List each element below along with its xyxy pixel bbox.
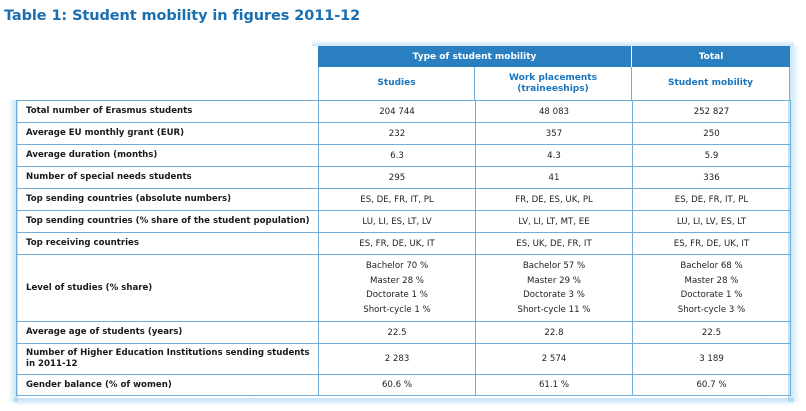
subheader-work-placements: Work placements (traineeships): [475, 67, 632, 100]
cell-studies: 6.3: [318, 144, 476, 167]
cell-studies-levels: Bachelor 70 % Master 28 % Doctorate 1 % …: [318, 254, 476, 322]
header-type-label: Type of student mobility: [412, 51, 537, 62]
subheader-work-line1: Work placements: [509, 72, 597, 83]
level-master: Master 28 %: [684, 275, 739, 286]
header-type-of-mobility: Type of student mobility: [318, 46, 632, 67]
cell-work: 4.3: [475, 144, 633, 167]
cell-studies: ES, FR, DE, UK, IT: [318, 232, 476, 255]
level-short-cycle: Short-cycle 1 %: [363, 304, 431, 315]
level-bachelor: Bachelor 68 %: [680, 261, 743, 271]
level-bachelor: Bachelor 70 %: [365, 261, 429, 271]
level-short-cycle: Short-cycle 3 %: [677, 304, 746, 315]
cell-total: 60.7 %: [632, 374, 791, 396]
cell-total: 5.9: [632, 144, 791, 167]
cell-work: FR, DE, ES, UK, PL: [475, 188, 633, 211]
subheader-studies: Studies: [318, 67, 475, 100]
row-label: Gender balance (% of women): [16, 374, 319, 396]
row-label: Number of special needs students: [16, 166, 319, 189]
subheader-student-mobility: Student mobility: [632, 67, 790, 100]
table-row: Number of Higher Education Institutions …: [16, 343, 791, 375]
cell-studies: 60.6 %: [318, 374, 476, 396]
subheader-studies-label: Studies: [377, 78, 416, 88]
cell-work: ES, UK, DE, FR, IT: [475, 232, 633, 255]
cell-total: 22.5: [632, 321, 791, 344]
cell-studies: 232: [318, 122, 476, 145]
mobility-table: Total number of Erasmus students 204 744…: [16, 100, 791, 396]
table-row: Average duration (months) 6.3 4.3 5.9: [16, 144, 791, 167]
cell-total: ES, DE, FR, IT, PL: [632, 188, 791, 211]
table-row: Average age of students (years) 22.5 22.…: [16, 321, 791, 344]
table-row: Number of special needs students 295 41 …: [16, 166, 791, 189]
cell-work: 22.8: [475, 321, 633, 344]
level-doctorate: Doctorate 1 %: [680, 290, 743, 300]
row-label: Average EU monthly grant (EUR): [16, 122, 319, 145]
table-row: Total number of Erasmus students 204 744…: [16, 100, 791, 123]
row-label: Average age of students (years): [16, 321, 319, 344]
cell-studies: 22.5: [318, 321, 476, 344]
table-title: Table 1: Student mobility in figures 201…: [4, 8, 361, 24]
table-glow-top: [312, 40, 794, 46]
table-row: Average EU monthly grant (EUR) 232 357 2…: [16, 122, 791, 145]
level-doctorate: Doctorate 3 %: [523, 290, 585, 300]
cell-studies: ES, DE, FR, IT, PL: [318, 188, 476, 211]
table-glow-bottom: [14, 398, 794, 406]
table-row: Gender balance (% of women) 60.6 % 61.1 …: [16, 374, 791, 396]
cell-work: 41: [475, 166, 633, 189]
table-row: Top sending countries (absolute numbers)…: [16, 188, 791, 211]
cell-total: LU, LI, LV, ES, LT: [632, 210, 791, 233]
cell-studies: 204 744: [318, 100, 476, 123]
row-label: Number of Higher Education Institutions …: [16, 343, 319, 375]
cell-work: 2 574: [475, 343, 633, 375]
header-total: Total: [632, 46, 790, 67]
cell-work-levels: Bachelor 57 % Master 29 % Doctorate 3 % …: [475, 254, 633, 322]
row-label: Top receiving countries: [16, 232, 319, 255]
cell-total-levels: Bachelor 68 % Master 28 % Doctorate 1 % …: [632, 254, 791, 322]
level-bachelor: Bachelor 57 %: [522, 261, 586, 271]
level-master: Master 29 %: [527, 275, 581, 286]
table-glow-left: [8, 100, 18, 402]
cell-work: LV, LI, LT, MT, EE: [475, 210, 633, 233]
level-master: Master 28 %: [370, 275, 424, 286]
table-row-level-of-studies: Level of studies (% share) Bachelor 70 %…: [16, 254, 791, 322]
cell-studies: LU, LI, ES, LT, LV: [318, 210, 476, 233]
cell-total: 3 189: [632, 343, 791, 375]
table-row: Top sending countries (% share of the st…: [16, 210, 791, 233]
cell-work: 48 083: [475, 100, 633, 123]
cell-studies: 2 283: [318, 343, 476, 375]
cell-total: ES, FR, DE, UK, IT: [632, 232, 791, 255]
cell-total: 336: [632, 166, 791, 189]
header-total-label: Total: [698, 51, 724, 62]
table-row: Top receiving countries ES, FR, DE, UK, …: [16, 232, 791, 255]
row-label-line2: in 2011-12: [26, 359, 78, 369]
row-label: Top sending countries (% share of the st…: [16, 210, 319, 233]
subheader-work-line2: (traineeships): [517, 83, 589, 94]
cell-work: 61.1 %: [475, 374, 633, 396]
row-label: Top sending countries (absolute numbers): [16, 188, 319, 211]
cell-work: 357: [475, 122, 633, 145]
row-label: Level of studies (% share): [16, 254, 319, 322]
cell-studies: 295: [318, 166, 476, 189]
cell-total: 252 827: [632, 100, 791, 123]
row-label: Average duration (months): [16, 144, 319, 167]
table-glow-right: [788, 46, 800, 402]
level-short-cycle: Short-cycle 11 %: [517, 304, 591, 315]
row-label-line1: Number of Higher Education Institutions …: [26, 348, 310, 358]
cell-total: 250: [632, 122, 791, 145]
row-label: Total number of Erasmus students: [16, 100, 319, 123]
subheader-total-label: Student mobility: [667, 78, 753, 88]
level-doctorate: Doctorate 1 %: [366, 290, 428, 300]
